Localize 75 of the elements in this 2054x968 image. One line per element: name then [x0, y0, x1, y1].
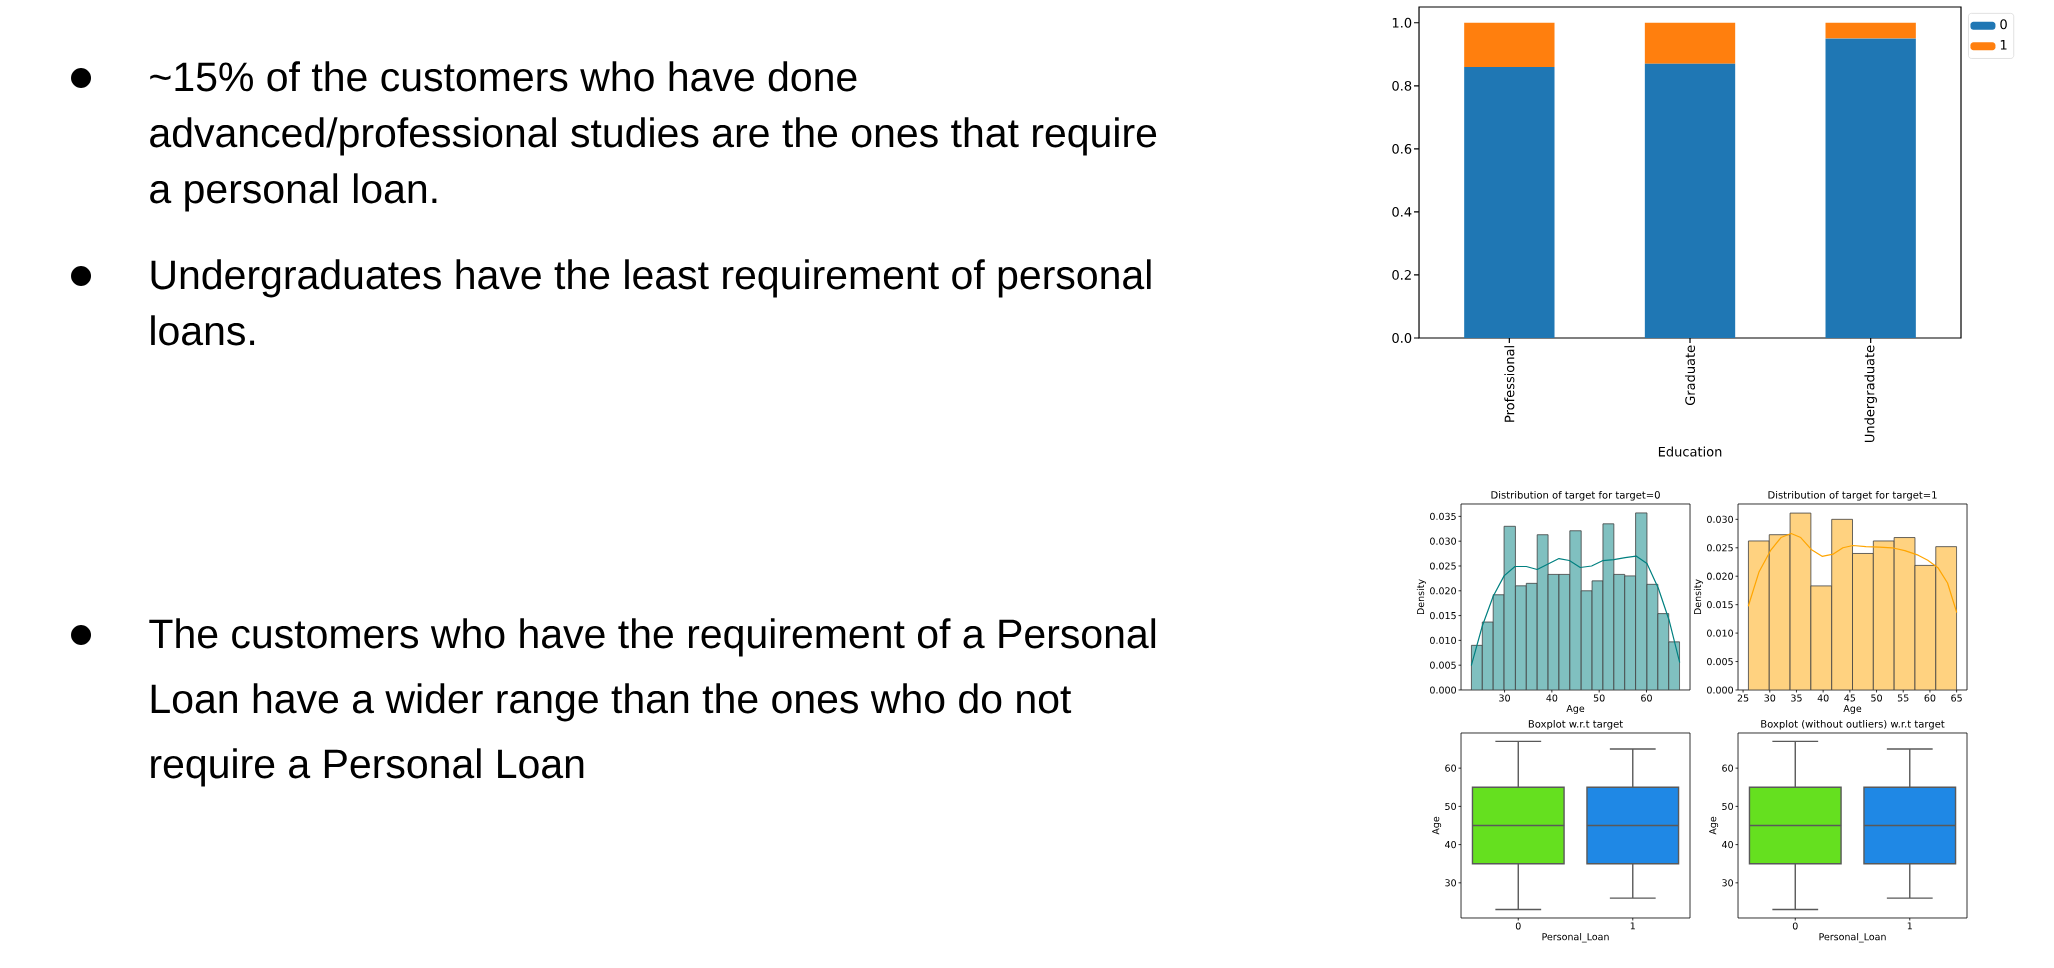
- x-tick-label: 30: [1764, 694, 1776, 702]
- y-tick-label: 0.000: [1430, 686, 1456, 694]
- x-tick-label: 35: [1791, 694, 1802, 702]
- y-tick-label: 0.2: [1392, 270, 1411, 280]
- y-tick-label: 0.025: [1707, 544, 1733, 552]
- x-tick-label: 40: [1546, 694, 1558, 702]
- x-tick-label: 60: [1924, 694, 1936, 702]
- x-axis-title: Education: [1658, 446, 1722, 457]
- y-tick-label: 40: [1722, 841, 1733, 849]
- y-tick-label: 0.030: [1707, 515, 1733, 523]
- y-tick-label: 0.025: [1430, 562, 1456, 570]
- chart-title: Distribution of target for target=0: [1491, 490, 1660, 501]
- legend-label: 1: [2000, 40, 2007, 50]
- y-tick-label: 0.005: [1707, 657, 1733, 666]
- x-tick-label: Undergraduate: [1864, 345, 1877, 442]
- chart-title: Boxplot w.r.t target: [1528, 719, 1623, 730]
- x-tick-label: 1: [1630, 922, 1635, 930]
- x-axis-title: Age: [1566, 704, 1585, 714]
- x-tick-label: 60: [1641, 694, 1652, 702]
- y-tick-label: 50: [1445, 802, 1456, 810]
- y-tick-label: 60: [1445, 764, 1456, 772]
- y-tick-label: 0.010: [1707, 629, 1733, 637]
- bar: [1825, 38, 1916, 338]
- chart-title: Boxplot (without outliers) w.r.t target: [1761, 719, 1945, 730]
- y-axis-title: Age: [1709, 816, 1719, 835]
- x-tick-label: 65: [1951, 694, 1962, 702]
- y-tick-label: 60: [1722, 764, 1733, 772]
- y-tick-label: 0.0: [1392, 333, 1412, 343]
- bar: [1644, 63, 1736, 338]
- x-tick-label: 40: [1817, 694, 1829, 702]
- y-tick-label: 0.020: [1707, 572, 1733, 580]
- x-tick-label: Professional: [1504, 346, 1515, 422]
- y-tick-label: 0.015: [1430, 611, 1456, 620]
- x-tick-label: 0: [1515, 922, 1521, 930]
- y-tick-label: 40: [1445, 841, 1456, 849]
- y-tick-label: 0.8: [1392, 80, 1412, 91]
- x-tick-label: 1: [1907, 922, 1912, 930]
- legend-label: 0: [2000, 19, 2007, 30]
- x-tick-label: 55: [1897, 694, 1909, 702]
- x-tick-label: 30: [1499, 694, 1510, 702]
- x-tick-label: 0: [1792, 922, 1798, 930]
- bar: [1644, 22, 1736, 64]
- text: Undergraduates have the least requirement of personal loans.: [151, 259, 1151, 346]
- chart-title: Distribution of target for target=1: [1768, 490, 1937, 501]
- text: The customers who have the requirement of a Personal Loan have a wider range than the ones who do not require a Personal Loan: [149, 618, 1156, 787]
- y-tick-label: 0.6: [1392, 143, 1412, 154]
- y-tick-label: 50: [1722, 802, 1733, 810]
- bar: [1825, 22, 1916, 39]
- text: ~15% of the customers who have done advanced/professional studies are the ones that require a personal loan.: [150, 61, 1157, 212]
- y-axis-title: Age: [1432, 816, 1442, 835]
- x-tick-label: Graduate: [1684, 345, 1696, 406]
- line-series: [1470, 555, 1681, 666]
- y-axis-title: Density: [1693, 579, 1704, 615]
- x-tick-label: 50: [1593, 694, 1605, 702]
- y-axis-title: Density: [1416, 579, 1427, 615]
- y-tick-label: 0.005: [1430, 661, 1456, 669]
- line-series: [1747, 532, 1958, 613]
- x-tick-label: 25: [1737, 694, 1749, 702]
- x-tick-label: 45: [1844, 694, 1856, 702]
- y-tick-label: 0.030: [1430, 537, 1456, 545]
- x-axis-title: Personal_Loan: [1542, 932, 1609, 943]
- bar: [1464, 22, 1555, 67]
- x-axis-title: Personal_Loan: [1819, 932, 1886, 943]
- y-tick-label: 0.015: [1707, 601, 1733, 609]
- bar: [1464, 66, 1555, 338]
- y-tick-label: 30: [1722, 879, 1733, 887]
- x-axis-title: Age: [1843, 704, 1862, 714]
- y-tick-label: 0.000: [1707, 686, 1733, 694]
- y-tick-label: 1.0: [1392, 17, 1412, 28]
- y-tick-label: 0.010: [1430, 636, 1456, 644]
- y-tick-label: 0.4: [1392, 206, 1412, 217]
- y-tick-label: 30: [1445, 879, 1456, 887]
- x-tick-label: 50: [1871, 694, 1882, 702]
- y-tick-label: 0.035: [1430, 512, 1456, 520]
- y-tick-label: 0.020: [1430, 587, 1456, 595]
